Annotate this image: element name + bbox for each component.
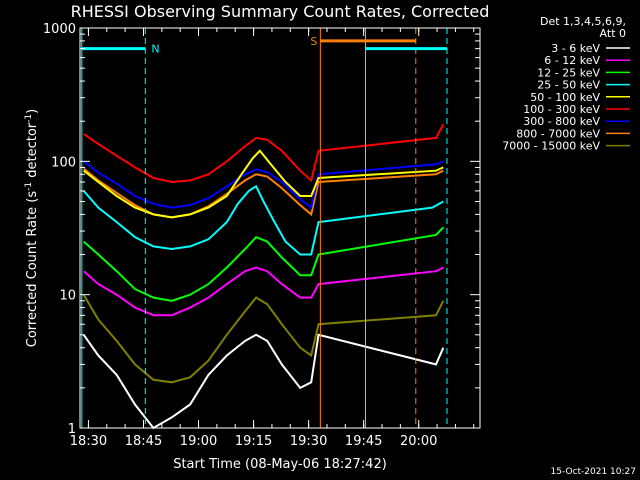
x-tick-label-1: 18:45 (125, 434, 162, 449)
y-tick-label-1: 10 (59, 289, 76, 304)
footer-timestamp: 15-Oct-2021 10:27 (551, 467, 636, 477)
x-tick-label-0: 18:30 (70, 434, 107, 449)
legend-label-4: 50 - 100 keV (530, 91, 600, 104)
series-line-2 (83, 226, 445, 302)
marker-layer: NS (81, 28, 448, 428)
legend-label-5: 100 - 300 keV (523, 103, 600, 116)
series-line-8 (82, 294, 445, 384)
x-axis: 18:30 18:45 19:00 19:15 19:30 19:45 20:00 (70, 28, 475, 449)
legend-label-7: 800 - 7000 keV (516, 127, 600, 140)
x-tick-label-6: 20:00 (400, 434, 437, 449)
legend-header-2: Att 0 (600, 27, 626, 40)
chart-title: RHESSI Observing Summary Count Rates, Co… (71, 2, 490, 21)
series-line-4 (83, 149, 444, 219)
series-line-6 (83, 160, 444, 210)
y-tick-label-0: 1 (68, 422, 76, 437)
series-layer (82, 123, 445, 430)
marker-label-1: S (310, 35, 317, 48)
series-line-0 (82, 333, 445, 430)
y-tick-label-2: 100 (51, 155, 76, 170)
marker-label-0: N (151, 43, 159, 56)
x-tick-label-5: 19:45 (345, 434, 382, 449)
y-axis-label: Corrected Count Rate (s-1 detector-1) (24, 109, 40, 347)
legend-label-0: 3 - 6 keV (551, 42, 600, 55)
series-line-5 (83, 123, 445, 184)
legend-label-8: 7000 - 15000 keV (502, 140, 600, 153)
y-axis: 1 10 100 1000 (43, 22, 480, 437)
series-line-3 (82, 184, 444, 256)
x-tick-label-2: 19:00 (180, 434, 217, 449)
plot-frame (79, 27, 481, 429)
x-tick-label-4: 19:30 (290, 434, 327, 449)
series-line-7 (83, 167, 444, 219)
legend-label-1: 6 - 12 keV (544, 54, 600, 67)
legend-label-3: 25 - 50 keV (537, 79, 600, 92)
x-axis-label: Start Time (08-May-06 18:27:42) (173, 457, 387, 472)
legend-label-2: 12 - 25 keV (537, 66, 600, 79)
legend-header-1: Det 1,3,4,5,6,9, (540, 15, 626, 28)
y-tick-label-3: 1000 (43, 22, 76, 37)
legend-label-6: 300 - 800 keV (523, 115, 600, 128)
series-line-1 (83, 266, 444, 317)
x-tick-label-3: 19:15 (235, 434, 272, 449)
